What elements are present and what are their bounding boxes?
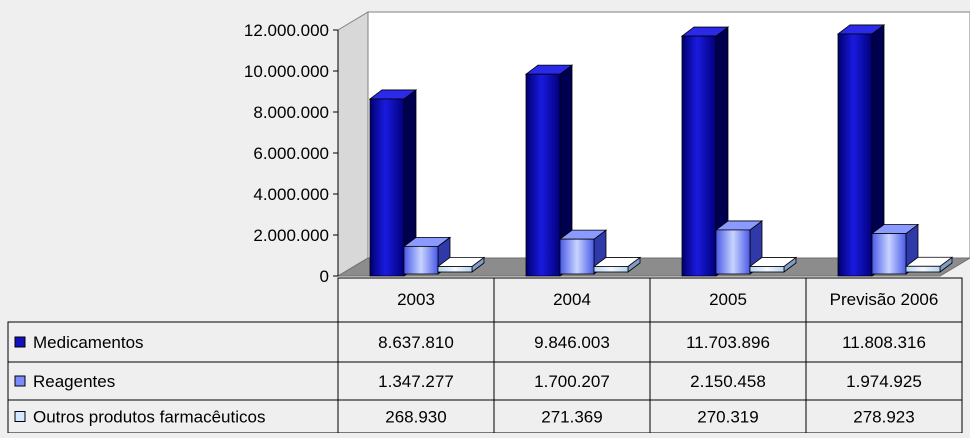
legend-swatch-outros-produtos-farmaceuticos bbox=[14, 411, 26, 422]
bar-front bbox=[837, 33, 873, 277]
data-label: 8.637.810 bbox=[378, 333, 454, 352]
bar-front bbox=[559, 238, 595, 275]
bar-outros-produtos-farmaceuticos-2005 bbox=[748, 256, 798, 273]
y-tick-label: 0 bbox=[320, 267, 329, 286]
bar-medicamentos-2004 bbox=[524, 64, 574, 277]
legend-swatch-reagentes bbox=[14, 375, 26, 387]
bar-medicamentos-previsao-2006 bbox=[836, 24, 886, 277]
bar-front bbox=[749, 266, 785, 273]
legend-swatch-medicamentos bbox=[14, 336, 26, 348]
y-tick-label: 6.000.000 bbox=[253, 144, 329, 163]
data-label: 11.808.316 bbox=[842, 333, 926, 352]
bar-outros-produtos-farmaceuticos-2004 bbox=[592, 256, 642, 273]
bar-medicamentos-2003 bbox=[368, 89, 418, 277]
bar-front bbox=[525, 73, 561, 277]
bar-reagentes-previsao-2006 bbox=[870, 223, 920, 275]
legend-label-outros-produtos-farmaceuticos: Outros produtos farmacêuticos bbox=[33, 408, 265, 427]
bar-outros-produtos-farmaceuticos-2003 bbox=[436, 256, 486, 273]
data-label: 1.700.207 bbox=[534, 372, 610, 391]
bar-outros-produtos-farmaceuticos-previsao-2006 bbox=[904, 256, 954, 273]
data-label: 278.923 bbox=[853, 408, 914, 427]
bar-front bbox=[593, 266, 629, 273]
floor bbox=[336, 257, 970, 277]
data-label: 271.369 bbox=[541, 408, 602, 427]
bar-front bbox=[715, 229, 751, 275]
x-category-label: 2004 bbox=[553, 290, 591, 309]
y-tick-label: 8.000.000 bbox=[253, 103, 329, 122]
chart-walls bbox=[336, 11, 970, 277]
y-tick-label: 10.000.000 bbox=[244, 62, 329, 81]
bar-front bbox=[871, 233, 907, 275]
side-wall bbox=[337, 11, 369, 277]
bar-front bbox=[369, 98, 405, 277]
data-label: 9.846.003 bbox=[534, 333, 610, 352]
data-label: 2.150.458 bbox=[690, 372, 766, 391]
bar-front bbox=[905, 265, 941, 273]
bar-front bbox=[681, 35, 717, 277]
y-tick-label: 2.000.000 bbox=[253, 226, 329, 245]
data-table: 2003 2004 2005 Previsão 2006 Medicamentos 8.6… bbox=[7, 277, 963, 434]
y-tick-label: 12.000.000 bbox=[244, 21, 329, 40]
bar-medicamentos-2005 bbox=[680, 26, 730, 277]
legend-label-medicamentos: Medicamentos bbox=[33, 333, 144, 352]
data-label: 270.319 bbox=[697, 408, 758, 427]
data-label: 1.347.277 bbox=[378, 372, 454, 391]
legend-label-reagentes: Reagentes bbox=[33, 372, 115, 391]
bar-front bbox=[403, 245, 439, 275]
x-category-label: Previsão 2006 bbox=[830, 290, 939, 309]
data-label: 11.703.896 bbox=[686, 333, 770, 352]
bar-front bbox=[437, 266, 473, 273]
x-category-label: 2005 bbox=[709, 290, 747, 309]
y-tick-label: 4.000.000 bbox=[253, 185, 329, 204]
x-category-label: 2003 bbox=[397, 290, 435, 309]
data-label: 268.930 bbox=[385, 408, 446, 427]
bars bbox=[368, 24, 954, 277]
data-label: 1.974.925 bbox=[846, 372, 922, 391]
y-axis: 0 2.000.000 4.000.000 6.000.000 8.000.000 10.… bbox=[244, 21, 339, 286]
